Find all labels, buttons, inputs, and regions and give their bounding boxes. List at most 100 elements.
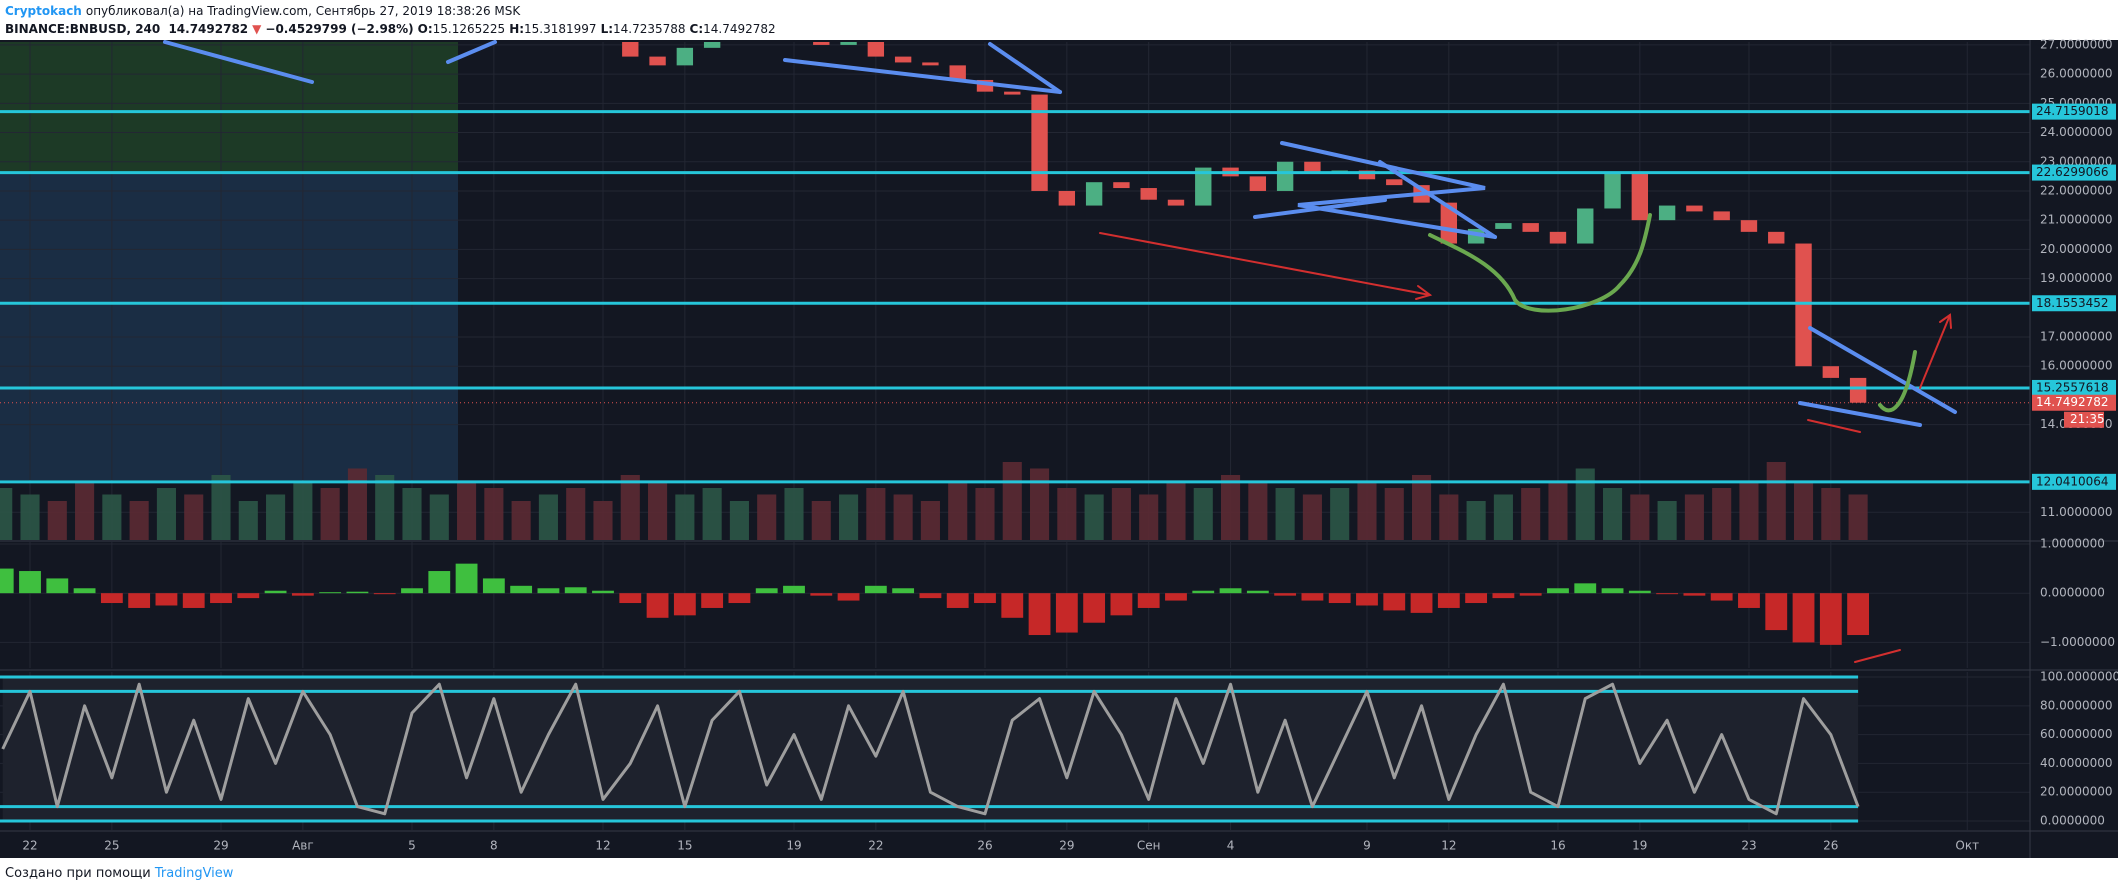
y-tick-label: 11.0000000 — [2040, 505, 2113, 519]
candle — [1522, 223, 1539, 232]
y-tick-label: 100.0000000 — [2040, 670, 2118, 684]
macd-bar — [182, 593, 205, 608]
level-label-box — [2032, 103, 2116, 120]
candle — [1304, 161, 1321, 174]
volume-bar — [211, 475, 231, 540]
header: Cryptokach опубликовал(а) на TradingView.… — [5, 2, 780, 38]
macd-bar — [1192, 590, 1215, 594]
x-tick-label: 23 — [1741, 839, 1756, 853]
volume-bar — [1739, 481, 1759, 540]
macd-bar — [864, 585, 887, 594]
macd-bar — [319, 592, 342, 594]
volume-bar — [1084, 494, 1104, 540]
candle — [813, 42, 830, 45]
volume-bar — [1111, 488, 1131, 540]
volume-bar — [757, 494, 777, 540]
volume-bar — [1248, 481, 1268, 540]
macd-bar — [1738, 593, 1760, 608]
candle — [1768, 231, 1785, 244]
volume-bar — [1030, 468, 1050, 540]
y-tick-label: 16.0000000 — [2040, 359, 2113, 373]
volume-bar — [20, 494, 40, 540]
macd-bar — [128, 593, 151, 608]
macd-bar — [428, 571, 451, 594]
candle — [1249, 176, 1267, 191]
volume-bar — [593, 501, 613, 540]
volume-bar — [266, 494, 286, 540]
macd-bar — [1574, 583, 1597, 594]
trend-line — [1808, 326, 1957, 414]
macd-bar — [1028, 593, 1051, 636]
countdown-box — [2064, 411, 2104, 428]
header-line: BINANCE:BNBUSD, 240 14.7492782 ▼ −0.452979… — [5, 20, 780, 38]
volume-bar — [1221, 475, 1241, 540]
volume-bar — [1411, 475, 1432, 540]
candle — [1113, 182, 1130, 189]
macd-bar — [537, 588, 560, 594]
volume-bar — [1330, 488, 1350, 540]
arrow-head — [1939, 313, 1952, 329]
y-tick-label: 80.0000000 — [2040, 698, 2113, 712]
arrow — [1807, 419, 1861, 433]
volume-bar — [1521, 488, 1541, 540]
volume-bar — [1193, 488, 1213, 540]
volume-bar — [893, 494, 913, 540]
macd-bar — [1055, 593, 1078, 633]
volume-bar — [702, 488, 722, 540]
author[interactable]: Cryptokach — [5, 4, 82, 18]
candle — [1276, 161, 1294, 191]
brand[interactable]: TradingView — [154, 866, 234, 881]
y-tick-label: 21.0000000 — [2040, 213, 2113, 227]
candle — [1440, 202, 1458, 244]
volume-bar — [1302, 494, 1322, 540]
ohlc-label: O: — [417, 22, 433, 36]
x-tick-label: 25 — [104, 839, 119, 853]
macd-bar — [373, 593, 396, 595]
volume-bar — [347, 468, 367, 540]
y-tick-label: 24.0000000 — [2040, 125, 2113, 139]
candle — [1686, 205, 1703, 212]
volume-bar — [1848, 494, 1868, 540]
volume-bar — [1139, 494, 1159, 540]
volume-bar — [102, 494, 122, 540]
volume-bar — [1439, 494, 1459, 540]
macd-bar — [1001, 593, 1024, 618]
volume-bar — [75, 481, 95, 540]
candle — [922, 62, 939, 66]
candle — [158, 10, 174, 28]
x-tick-label: 5 — [408, 839, 416, 853]
candle — [1849, 377, 1867, 403]
y-tick-label: 19.0000000 — [2040, 271, 2113, 285]
candle — [486, 0, 502, 16]
arrow — [1099, 232, 1431, 296]
candle — [976, 79, 994, 92]
macd-bar — [810, 593, 833, 596]
curve — [1428, 213, 1652, 313]
candle — [1058, 190, 1076, 206]
macd-bar — [1628, 590, 1651, 594]
macd-bar — [482, 578, 505, 594]
macd-bar — [264, 590, 287, 594]
macd-bar — [1601, 588, 1624, 594]
volume-bar — [1793, 481, 1814, 540]
macd-bar — [19, 571, 41, 594]
volume-bar — [1575, 468, 1595, 540]
candle — [1386, 179, 1403, 186]
macd-bar — [673, 593, 696, 616]
candle — [1085, 182, 1103, 206]
candle — [568, 0, 584, 19]
macd-bar — [73, 588, 96, 594]
macd-bar — [592, 590, 614, 594]
change: −0.4529799 (−2.98%) — [265, 22, 414, 36]
macd-bar — [1110, 593, 1133, 616]
candle — [1358, 170, 1376, 180]
volume-bar — [457, 481, 477, 540]
candle — [731, 22, 747, 31]
macd-bar — [155, 593, 178, 606]
zone — [0, 172, 458, 480]
y-tick-label: 0.0000000 — [2040, 814, 2105, 828]
band-fill — [2, 677, 1859, 822]
level-label: 24.7159018 — [2036, 104, 2109, 118]
volume-bar — [1684, 494, 1704, 540]
